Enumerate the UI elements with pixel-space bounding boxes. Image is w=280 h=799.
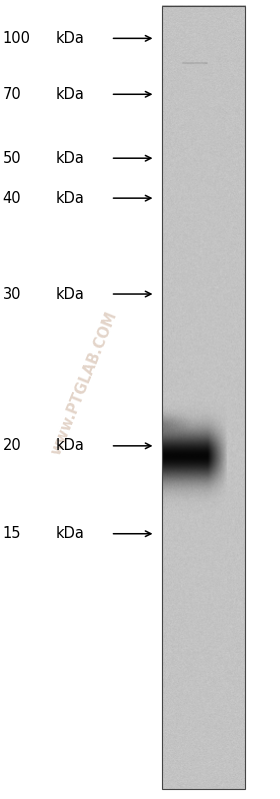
Text: 40: 40 (3, 191, 22, 205)
Text: kDa: kDa (56, 527, 85, 541)
Text: kDa: kDa (56, 151, 85, 165)
Text: kDa: kDa (56, 439, 85, 453)
Text: 30: 30 (3, 287, 21, 301)
Text: 15: 15 (3, 527, 21, 541)
Text: kDa: kDa (56, 287, 85, 301)
Text: 100: 100 (3, 31, 31, 46)
Text: 70: 70 (3, 87, 22, 101)
Text: www.PTGLAB.COM: www.PTGLAB.COM (48, 309, 120, 458)
Bar (162, 6, 245, 789)
Text: 20: 20 (3, 439, 22, 453)
Text: kDa: kDa (56, 191, 85, 205)
Text: kDa: kDa (56, 31, 85, 46)
Text: 50: 50 (3, 151, 22, 165)
Text: kDa: kDa (56, 87, 85, 101)
